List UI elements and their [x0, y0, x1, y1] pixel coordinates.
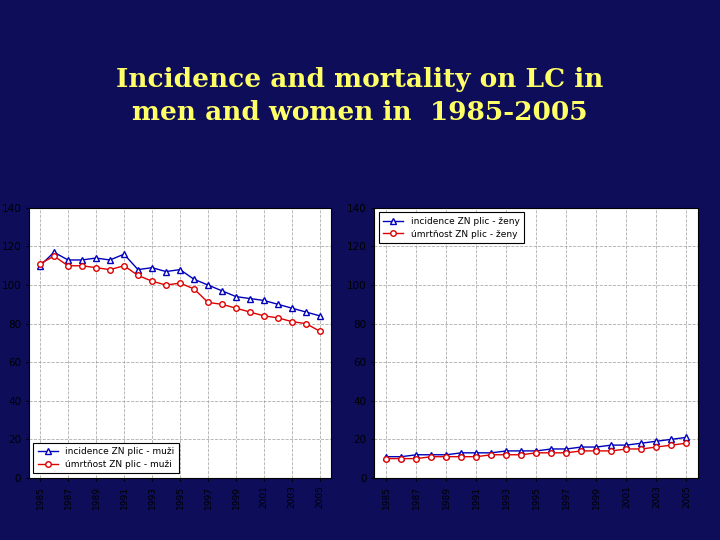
Legend: incidence ZN plic - ženy, úmrtňost ZN plic - ženy: incidence ZN plic - ženy, úmrtňost ZN pl… [379, 212, 524, 243]
Text: Incidence and mortality on LC in
men and women in  1985-2005: Incidence and mortality on LC in men and… [117, 67, 603, 125]
Legend: incidence ZN plic - muži, úmrtňost ZN plic - muži: incidence ZN plic - muži, úmrtňost ZN pl… [33, 443, 179, 474]
